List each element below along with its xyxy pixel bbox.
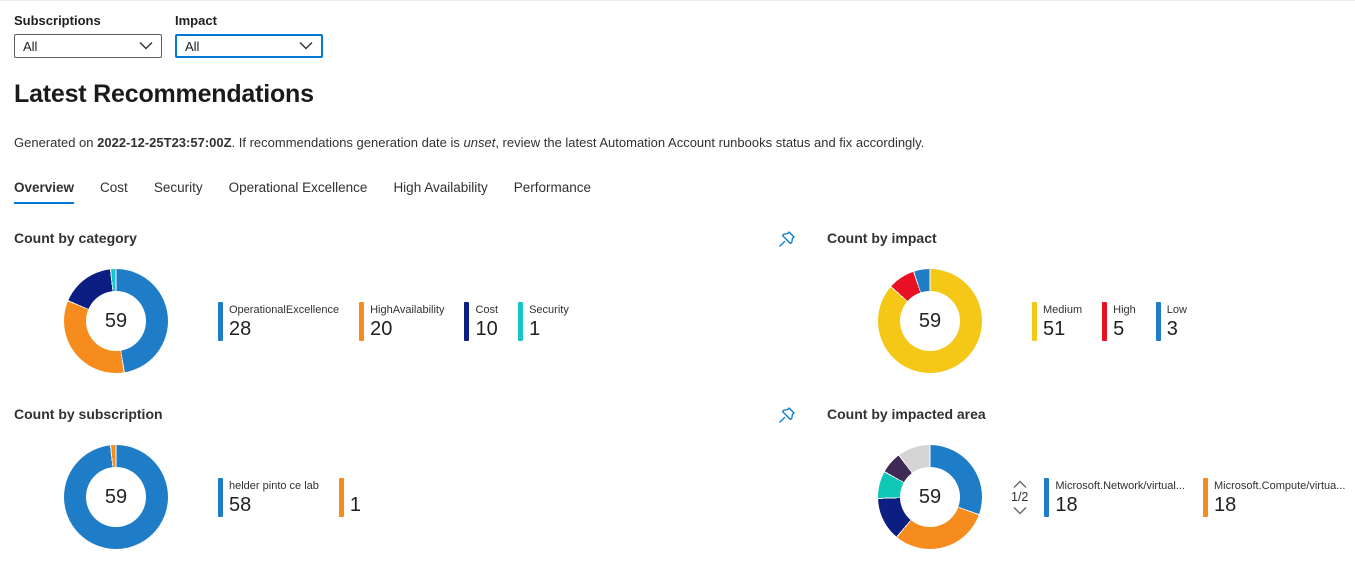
legend-label: HighAvailability — [370, 303, 445, 316]
donut-chart-impact: 59 — [878, 269, 982, 373]
filter-bar: Subscriptions All Impact All — [0, 13, 1355, 58]
legend-item: High 5 — [1102, 301, 1136, 341]
legend-value: 5 — [1113, 317, 1125, 340]
legend: Microsoft.Network/virtual... 18 Microsoft… — [1044, 477, 1346, 517]
legend-label: High — [1113, 303, 1136, 316]
legend-label: Medium — [1043, 303, 1083, 316]
chart-title: Count by impact — [827, 230, 937, 246]
tab-security[interactable]: Security — [153, 180, 203, 195]
donut-total: 59 — [900, 291, 960, 351]
impact-select-value: All — [185, 38, 200, 54]
donut-chart-category: 59 — [64, 269, 168, 373]
tab-operational-excellence[interactable]: Operational Excellence — [228, 180, 368, 195]
subscriptions-select[interactable]: All — [14, 34, 162, 58]
tab-bar: Overview Cost Security Operational Excel… — [0, 180, 1355, 204]
legend-color-bar — [1202, 477, 1208, 517]
legend-item: HighAvailability 20 — [359, 301, 445, 341]
legend-value: 28 — [229, 317, 252, 340]
chart-title: Count by impacted area — [827, 406, 986, 422]
chart-title: Count by subscription — [14, 406, 163, 422]
legend-item: Cost 10 — [464, 301, 499, 341]
legend-item: helder pinto ce lab 58 — [218, 477, 319, 517]
pin-icon — [778, 407, 796, 427]
tab-cost[interactable]: Cost — [100, 180, 128, 195]
legend-color-bar — [1155, 301, 1161, 341]
legend-value: 3 — [1166, 317, 1178, 340]
legend-item: 1 — [338, 477, 362, 517]
chevron-down-icon[interactable] — [1012, 505, 1028, 516]
legend-value: 58 — [229, 493, 252, 516]
legend-color-bar — [359, 301, 365, 341]
impact-label: Impact — [175, 13, 217, 28]
donut-total: 59 — [86, 467, 146, 527]
legend-color-bar — [218, 477, 223, 517]
legend-label: Security — [529, 303, 569, 316]
legend-label: Microsoft.Compute/virtua... — [1213, 479, 1346, 492]
impact-select[interactable]: All — [175, 34, 323, 58]
legend-item: Microsoft.Compute/virtua... 18 — [1202, 477, 1346, 517]
legend-color-bar — [338, 477, 344, 517]
panel-count-by-impact: Count by impact 59 Medium 51 High 5 — [770, 230, 1355, 374]
legend-color-bar — [518, 301, 524, 341]
legend-pager: 1/2 — [1011, 479, 1028, 516]
legend-color-bar — [1102, 301, 1108, 341]
legend-value: 1 — [529, 317, 541, 340]
donut-chart-impacted-area: 59 — [878, 445, 982, 549]
tab-performance[interactable]: Performance — [513, 180, 592, 195]
legend-label: OperationalExcellence — [229, 303, 340, 316]
legend: OperationalExcellence 28 HighAvailability… — [218, 301, 569, 341]
legend-color-bar — [1032, 301, 1037, 341]
legend-color-bar — [1044, 477, 1050, 517]
legend-item: OperationalExcellence 28 — [218, 301, 340, 341]
legend-value: 20 — [370, 317, 393, 340]
charts-grid: Count by category 59 OperationalExcellen… — [0, 230, 1355, 550]
legend-item: Microsoft.Network/virtual... 18 — [1044, 477, 1185, 517]
chevron-down-icon — [139, 41, 153, 50]
pin-button[interactable] — [778, 406, 796, 424]
legend-label: Microsoft.Network/virtual... — [1055, 479, 1185, 492]
generated-note: Generated on 2022-12-25T23:57:00Z. If re… — [14, 135, 925, 150]
donut-total: 59 — [900, 467, 960, 527]
subscriptions-label: Subscriptions — [14, 13, 101, 28]
chart-title: Count by category — [14, 230, 137, 246]
page-title: Latest Recommendations — [14, 80, 314, 108]
legend-item: Low 3 — [1155, 301, 1187, 341]
subscriptions-select-value: All — [23, 38, 38, 54]
legend-item: Security 1 — [518, 301, 569, 341]
legend-label: helder pinto ce lab — [229, 479, 319, 492]
legend-value: 1 — [349, 493, 362, 516]
legend-value: 51 — [1043, 317, 1066, 340]
page-indicator: 1/2 — [1011, 489, 1029, 504]
chevron-down-icon — [299, 41, 313, 50]
panel-count-by-subscription: Count by subscription 59 helder pinto ce… — [0, 406, 770, 550]
generated-emphasis: unset — [463, 135, 496, 150]
pin-icon — [778, 231, 796, 251]
legend-color-bar — [218, 301, 223, 341]
legend-label — [350, 480, 361, 493]
legend: helder pinto ce lab 58 1 — [218, 477, 362, 517]
panel-count-by-category: Count by category 59 OperationalExcellen… — [0, 230, 770, 374]
pin-button[interactable] — [778, 230, 796, 248]
legend-value: 10 — [475, 317, 498, 340]
legend: Medium 51 High 5 Low 3 — [1032, 301, 1187, 341]
chevron-up-icon[interactable] — [1012, 479, 1028, 490]
panel-count-by-impacted-area: Count by impacted area 59 1/2 — [770, 406, 1355, 550]
tab-high-availability[interactable]: High Availability — [393, 180, 488, 195]
legend-item: Medium 51 — [1032, 301, 1083, 341]
donut-total: 59 — [86, 291, 146, 351]
generated-date: 2022-12-25T23:57:00Z — [97, 135, 232, 150]
legend-color-bar — [464, 301, 470, 341]
legend-value: 18 — [1055, 493, 1078, 516]
legend-label: Cost — [475, 303, 499, 316]
legend-label: Low — [1166, 303, 1187, 316]
tab-overview[interactable]: Overview — [14, 180, 75, 204]
donut-chart-subscription: 59 — [64, 445, 168, 549]
legend-value: 18 — [1213, 493, 1237, 516]
